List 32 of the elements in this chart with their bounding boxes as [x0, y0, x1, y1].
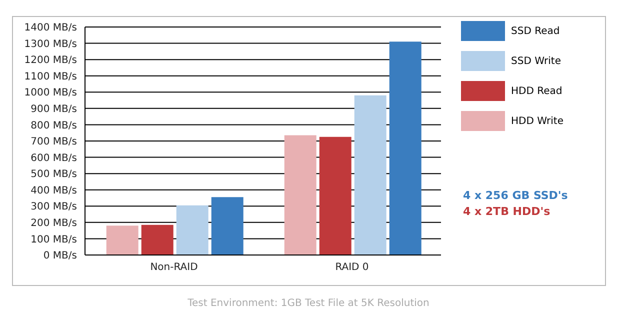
- y-tick-label: 1200 MB/s: [24, 55, 77, 66]
- bar: [141, 224, 174, 255]
- y-tick-label: 1300 MB/s: [24, 38, 77, 50]
- y-tick-label: 1000 MB/s: [24, 88, 77, 99]
- y-tick-label: 700 MB/s: [30, 136, 77, 148]
- x-tick-label: RAID 0: [335, 262, 369, 274]
- y-tick-label: 200 MB/s: [30, 218, 77, 229]
- y-tick-label: 400 MB/s: [30, 185, 77, 196]
- bar: [319, 136, 352, 255]
- bar: [389, 42, 422, 255]
- y-tick-label: 1100 MB/s: [24, 71, 77, 82]
- y-tick-label: 900 MB/s: [30, 104, 77, 115]
- y-tick-label: 600 MB/s: [30, 152, 77, 164]
- bar: [211, 197, 244, 255]
- y-tick-label: 300 MB/s: [30, 202, 77, 213]
- bar: [106, 226, 138, 255]
- text: 4 x 256 GB SSD's: [463, 189, 568, 202]
- legend-label: SSD Write: [511, 56, 561, 66]
- legend-label: SSD Read: [511, 26, 560, 36]
- bar: [176, 205, 208, 255]
- y-tick-label: 100 MB/s: [30, 234, 77, 246]
- x-tick-label: Non-RAID: [150, 262, 198, 274]
- y-tick-label: 800 MB/s: [30, 120, 77, 132]
- y-tick-label: 0 MB/s: [43, 250, 77, 262]
- legend-label: HDD Read: [511, 86, 562, 96]
- bar: [354, 95, 386, 255]
- y-tick-label: 500 MB/s: [30, 169, 77, 180]
- bar: [284, 135, 316, 255]
- text: 4 x 2TB HDD's: [463, 205, 550, 218]
- legend-label: HDD Write: [511, 116, 564, 126]
- text: Test Environment: 1GB Test File at 5K Resolution: [186, 298, 430, 309]
- y-tick-label: 1400 MB/s: [24, 22, 77, 34]
